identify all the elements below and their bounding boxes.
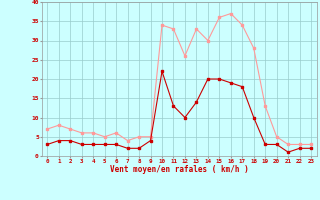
X-axis label: Vent moyen/en rafales ( km/h ): Vent moyen/en rafales ( km/h ) <box>110 165 249 174</box>
